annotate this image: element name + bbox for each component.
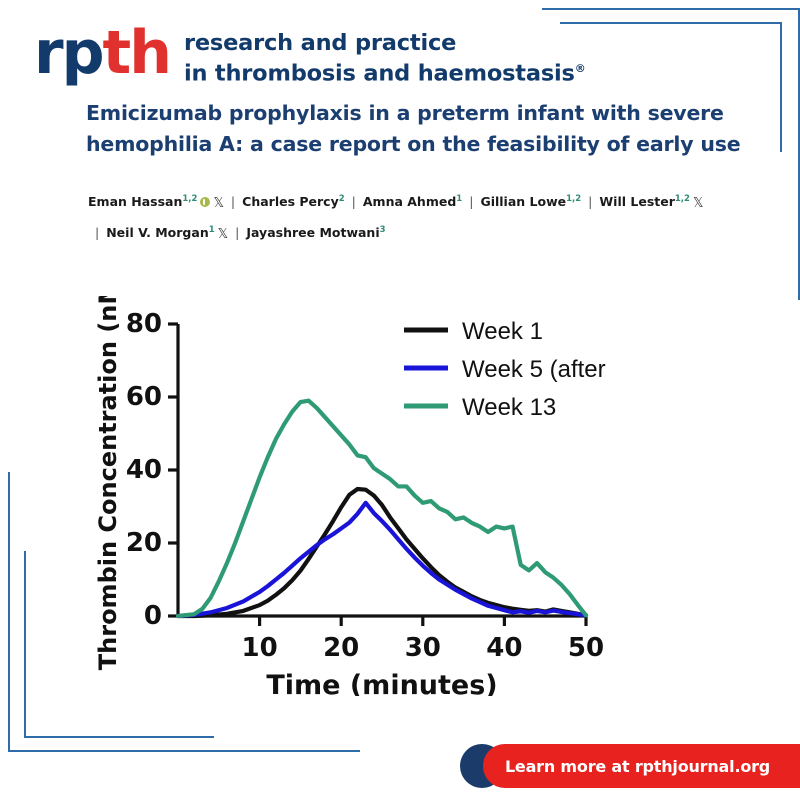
author-affiliation-superscript: 1 — [208, 225, 215, 236]
author-affiliation-superscript: 1,2 — [674, 194, 690, 204]
chart-legend: Week 1 Week 5 (after loading) Week 13 — [404, 318, 606, 421]
legend-label: Week 13 — [462, 394, 556, 421]
author-name: Charles Percy — [242, 194, 339, 210]
x-tick-label: 40 — [486, 633, 522, 663]
author-name: Eman Hassan — [88, 194, 183, 210]
author-affiliation-superscript: 1 — [456, 194, 463, 204]
author-3[interactable]: Amna Ahmed1 — [363, 194, 462, 209]
journal-tagline-line2-text: in thrombosis and haemostasis — [183, 60, 575, 87]
author-5[interactable]: Will Lester1,2 𝕏 — [599, 194, 703, 211]
corner-frame-bottom-left-inner — [24, 551, 214, 738]
author-name: Will Lester — [599, 194, 675, 210]
author-separator: | — [95, 225, 100, 241]
author-1[interactable]: Eman Hassan1,2 𝕏 — [88, 194, 224, 211]
journal-tagline-line2: in thrombosis and haemostasis® — [184, 56, 586, 87]
legend-label: Week 5 (after loading) — [462, 356, 606, 383]
banner-red-pill — [483, 744, 800, 788]
orcid-icon[interactable] — [200, 197, 211, 208]
chart-axes: 0 20 40 60 80 10 20 30 40 50 — [126, 309, 604, 663]
x-tick-label: 10 — [242, 633, 278, 663]
author-separator: | — [230, 194, 236, 210]
chart-axis-titles: Time (minutes) Thrombin Concentration (nM… — [94, 296, 498, 696]
x-axis-title: Time (minutes) — [266, 670, 497, 696]
rpth-logo: rpth — [34, 23, 172, 83]
banner-label[interactable]: Learn more at rpthjournal.org — [504, 756, 771, 776]
x-twitter-icon[interactable]: 𝕏 — [217, 227, 229, 243]
author-separator: | — [588, 194, 593, 210]
learn-more-banner[interactable]: Learn more at rpthjournal.org — [445, 744, 800, 788]
author-list: Eman Hassan1,2 𝕏 | Charles Percy2 | Amna Ahme… — [88, 186, 728, 248]
x-twitter-icon[interactable]: 𝕏 — [213, 196, 224, 212]
thrombin-generation-chart: 0 20 40 60 80 10 20 30 40 50 Week 1 Week 5 (after … — [86, 296, 606, 696]
author-affiliation-superscript: 1,2 — [566, 194, 582, 204]
article-title: Emicizumab prophylaxis in a preterm infa… — [86, 101, 741, 156]
journal-tagline: research and practice in thrombosis and … — [184, 30, 586, 87]
author-separator: | — [351, 194, 356, 210]
x-tick-label: 50 — [568, 633, 604, 663]
author-affiliation-superscript: 2 — [338, 194, 345, 204]
y-axis-title: Thrombin Concentration (nM) — [94, 296, 122, 670]
x-tick-label: 20 — [323, 633, 359, 663]
corner-frame-top-right-outer — [542, 8, 800, 300]
author-separator: | — [235, 225, 240, 241]
author-7[interactable]: Jayashree Motwani3 — [246, 225, 385, 240]
series-line — [175, 500, 589, 619]
author-name: Amna Ahmed — [362, 194, 457, 210]
author-6[interactable]: Neil V. Morgan1 𝕏 — [106, 225, 228, 242]
author-separator: | — [469, 194, 474, 210]
y-tick-label: 80 — [126, 309, 162, 339]
y-tick-label: 20 — [126, 528, 162, 558]
x-tick-label: 30 — [405, 633, 441, 663]
logo-text-rp: rp — [34, 18, 105, 88]
author-name: Gillian Lowe — [480, 194, 567, 210]
author-2[interactable]: Charles Percy2 — [242, 194, 345, 209]
y-tick-label: 60 — [126, 382, 162, 412]
chart-series-group — [175, 398, 589, 619]
x-twitter-icon[interactable]: 𝕏 — [692, 196, 704, 212]
chart-svg: 0 20 40 60 80 10 20 30 40 50 Week 1 Week 5 (after … — [94, 296, 606, 696]
author-4[interactable]: Gillian Lowe1,2 — [480, 194, 581, 209]
corner-frame-bottom-left-outer — [8, 472, 360, 752]
series-line — [175, 486, 589, 619]
author-name: Neil V. Morgan — [106, 225, 209, 241]
registered-trademark-symbol: ® — [574, 62, 586, 75]
author-name: Jayashree Motwani — [246, 225, 380, 241]
journal-masthead: rpth research and practice in thrombosis… — [34, 23, 586, 87]
corner-frame-top-right-inner — [560, 22, 782, 152]
journal-tagline-line1: research and practice — [183, 30, 457, 56]
author-affiliation-superscript: 1,2 — [182, 194, 198, 204]
y-tick-label: 40 — [126, 455, 162, 485]
y-tick-label: 0 — [144, 601, 162, 631]
author-affiliation-superscript: 3 — [379, 225, 386, 236]
legend-label: Week 1 — [462, 318, 543, 345]
series-line — [175, 398, 589, 619]
logo-text-th: th — [102, 18, 172, 88]
